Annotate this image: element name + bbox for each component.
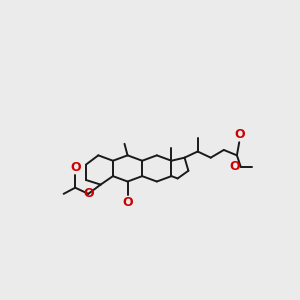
Text: O: O [234, 128, 244, 141]
Text: O: O [70, 161, 80, 174]
Text: O: O [122, 196, 133, 209]
Text: O: O [84, 187, 94, 200]
Text: O: O [230, 160, 240, 173]
